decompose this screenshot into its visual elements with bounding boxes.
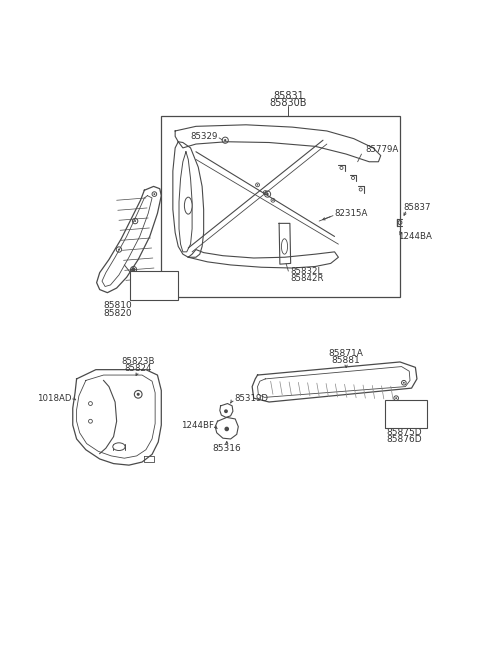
Circle shape <box>137 393 140 396</box>
Text: 85858C: 85858C <box>138 284 171 293</box>
Text: 85839: 85839 <box>392 403 419 413</box>
Circle shape <box>264 192 266 193</box>
Text: 85319D: 85319D <box>234 394 268 403</box>
Circle shape <box>266 193 269 195</box>
Text: 85839: 85839 <box>141 276 168 285</box>
Bar <box>384 400 427 428</box>
Text: 85810: 85810 <box>103 301 132 310</box>
Circle shape <box>403 382 405 384</box>
Ellipse shape <box>281 239 288 254</box>
Text: 85832L: 85832L <box>290 267 322 276</box>
Text: 85875D: 85875D <box>386 428 421 438</box>
Bar <box>131 271 178 301</box>
Text: 85871A: 85871A <box>329 349 363 358</box>
Text: 85820: 85820 <box>103 309 132 318</box>
Text: 85876D: 85876D <box>386 435 421 444</box>
Circle shape <box>224 139 227 141</box>
Text: 85316: 85316 <box>212 443 241 453</box>
Circle shape <box>134 220 136 222</box>
Text: 85779A: 85779A <box>365 145 398 154</box>
Circle shape <box>272 200 274 201</box>
Text: 85881: 85881 <box>332 356 360 365</box>
Circle shape <box>395 397 397 399</box>
Text: 85837: 85837 <box>404 204 432 212</box>
Circle shape <box>224 409 228 413</box>
Bar <box>161 115 400 297</box>
Circle shape <box>154 193 156 195</box>
Text: 82315A: 82315A <box>335 209 368 218</box>
Circle shape <box>257 184 258 185</box>
Text: 85831: 85831 <box>273 90 304 100</box>
Text: 85842R: 85842R <box>290 274 324 282</box>
Circle shape <box>225 426 229 431</box>
Text: 1244BA: 1244BA <box>398 232 432 241</box>
Text: 85830B: 85830B <box>270 98 307 108</box>
Text: 1018AD: 1018AD <box>37 394 72 403</box>
Circle shape <box>132 268 135 271</box>
Text: 85823B: 85823B <box>121 358 155 366</box>
Text: 85858C: 85858C <box>389 411 422 420</box>
Text: 85824: 85824 <box>124 364 152 373</box>
Ellipse shape <box>113 443 125 451</box>
Text: 85329: 85329 <box>190 132 217 141</box>
Circle shape <box>118 249 120 250</box>
Ellipse shape <box>184 197 192 214</box>
Text: 1244BF: 1244BF <box>180 421 214 430</box>
